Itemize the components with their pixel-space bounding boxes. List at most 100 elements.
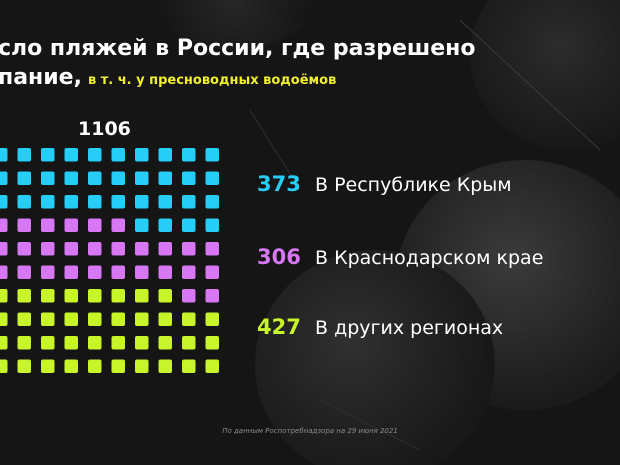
waffle-cell: [17, 195, 31, 209]
waffle-cell: [158, 336, 172, 350]
waffle-cell: [111, 171, 125, 185]
waffle-cell: [64, 265, 78, 279]
waffle-cell: [88, 171, 102, 185]
waffle-cell: [64, 359, 78, 373]
waffle-cell: [64, 148, 78, 162]
waffle-cell: [111, 312, 125, 326]
waffle-cell: [64, 242, 78, 256]
waffle-cell: [88, 242, 102, 256]
waffle-cell: [111, 195, 125, 209]
waffle-cell: [182, 289, 196, 303]
waffle-cell: [135, 336, 149, 350]
waffle-cell: [88, 312, 102, 326]
waffle-cell: [111, 148, 125, 162]
waffle-cell: [88, 195, 102, 209]
waffle-cell: [182, 195, 196, 209]
waffle-cell: [17, 359, 31, 373]
waffle-cell: [41, 336, 55, 350]
waffle-cell: [0, 265, 8, 279]
waffle-cell: [41, 265, 55, 279]
waffle-cell: [41, 242, 55, 256]
waffle-cell: [88, 336, 102, 350]
waffle-cell: [41, 359, 55, 373]
waffle-cell: [182, 171, 196, 185]
waffle-cell: [41, 218, 55, 232]
waffle-cell: [158, 218, 172, 232]
waffle-cell: [88, 289, 102, 303]
waffle-cell: [205, 289, 219, 303]
waffle-cell: [0, 312, 8, 326]
waffle-cell: [64, 171, 78, 185]
waffle-cell: [17, 171, 31, 185]
waffle-cell: [64, 336, 78, 350]
waffle-cell: [158, 359, 172, 373]
waffle-cell: [205, 148, 219, 162]
waffle-cell: [158, 242, 172, 256]
waffle-cell: [205, 312, 219, 326]
total-value: 1106: [78, 118, 131, 140]
legend-value-other: 427: [257, 315, 301, 339]
waffle-cell: [182, 336, 196, 350]
waffle-cell: [182, 242, 196, 256]
legend-label-krasnodar: В Краснодарском крае: [315, 247, 544, 269]
waffle-cell: [17, 148, 31, 162]
waffle-cell: [64, 312, 78, 326]
waffle-cell: [205, 242, 219, 256]
waffle-cell: [135, 312, 149, 326]
waffle-cell: [41, 195, 55, 209]
waffle-cell: [158, 171, 172, 185]
waffle-cell: [17, 265, 31, 279]
waffle-cell: [111, 265, 125, 279]
waffle-cell: [135, 265, 149, 279]
waffle-cell: [0, 359, 8, 373]
waffle-cell: [88, 359, 102, 373]
waffle-cell: [205, 195, 219, 209]
waffle-cell: [17, 312, 31, 326]
waffle-cell: [17, 242, 31, 256]
waffle-cell: [111, 289, 125, 303]
waffle-cell: [64, 195, 78, 209]
waffle-cell: [158, 289, 172, 303]
waffle-cell: [135, 289, 149, 303]
chart-subtitle: в т. ч. у пресноводных водоёмов: [87, 73, 337, 88]
waffle-cell: [64, 218, 78, 232]
waffle-cell: [135, 242, 149, 256]
waffle-cell: [135, 218, 149, 232]
legend-label-crimea: В Республике Крым: [315, 174, 512, 196]
waffle-cell: [182, 312, 196, 326]
waffle-cell: [182, 359, 196, 373]
waffle-cell: [41, 289, 55, 303]
title-line-2: пание,: [0, 65, 82, 90]
background-blob: [255, 250, 495, 465]
waffle-cell: [111, 242, 125, 256]
waffle-cell: [158, 312, 172, 326]
waffle-cell: [0, 242, 8, 256]
waffle-cell: [205, 265, 219, 279]
legend-item-krasnodar: 306 В Краснодарском крае: [257, 245, 543, 269]
waffle-cell: [88, 218, 102, 232]
waffle-cell: [205, 336, 219, 350]
waffle-cell: [41, 312, 55, 326]
legend-value-krasnodar: 306: [257, 245, 301, 269]
waffle-cell: [182, 218, 196, 232]
legend-label-other: В других регионах: [315, 317, 504, 339]
footnote: По данным Роспотребнадзора на 29 июня 20…: [222, 427, 398, 435]
waffle-cell: [205, 218, 219, 232]
legend-item-crimea: 373 В Республике Крым: [257, 172, 512, 196]
waffle-cell: [0, 336, 8, 350]
waffle-cell: [17, 289, 31, 303]
waffle-cell: [88, 148, 102, 162]
waffle-cell: [0, 148, 8, 162]
waffle-cell: [64, 289, 78, 303]
waffle-cell: [182, 148, 196, 162]
waffle-cell: [111, 218, 125, 232]
waffle-cell: [158, 195, 172, 209]
waffle-cell: [135, 359, 149, 373]
waffle-cell: [17, 218, 31, 232]
waffle-cell: [0, 218, 8, 232]
waffle-cell: [182, 265, 196, 279]
waffle-cell: [111, 359, 125, 373]
waffle-cell: [135, 171, 149, 185]
